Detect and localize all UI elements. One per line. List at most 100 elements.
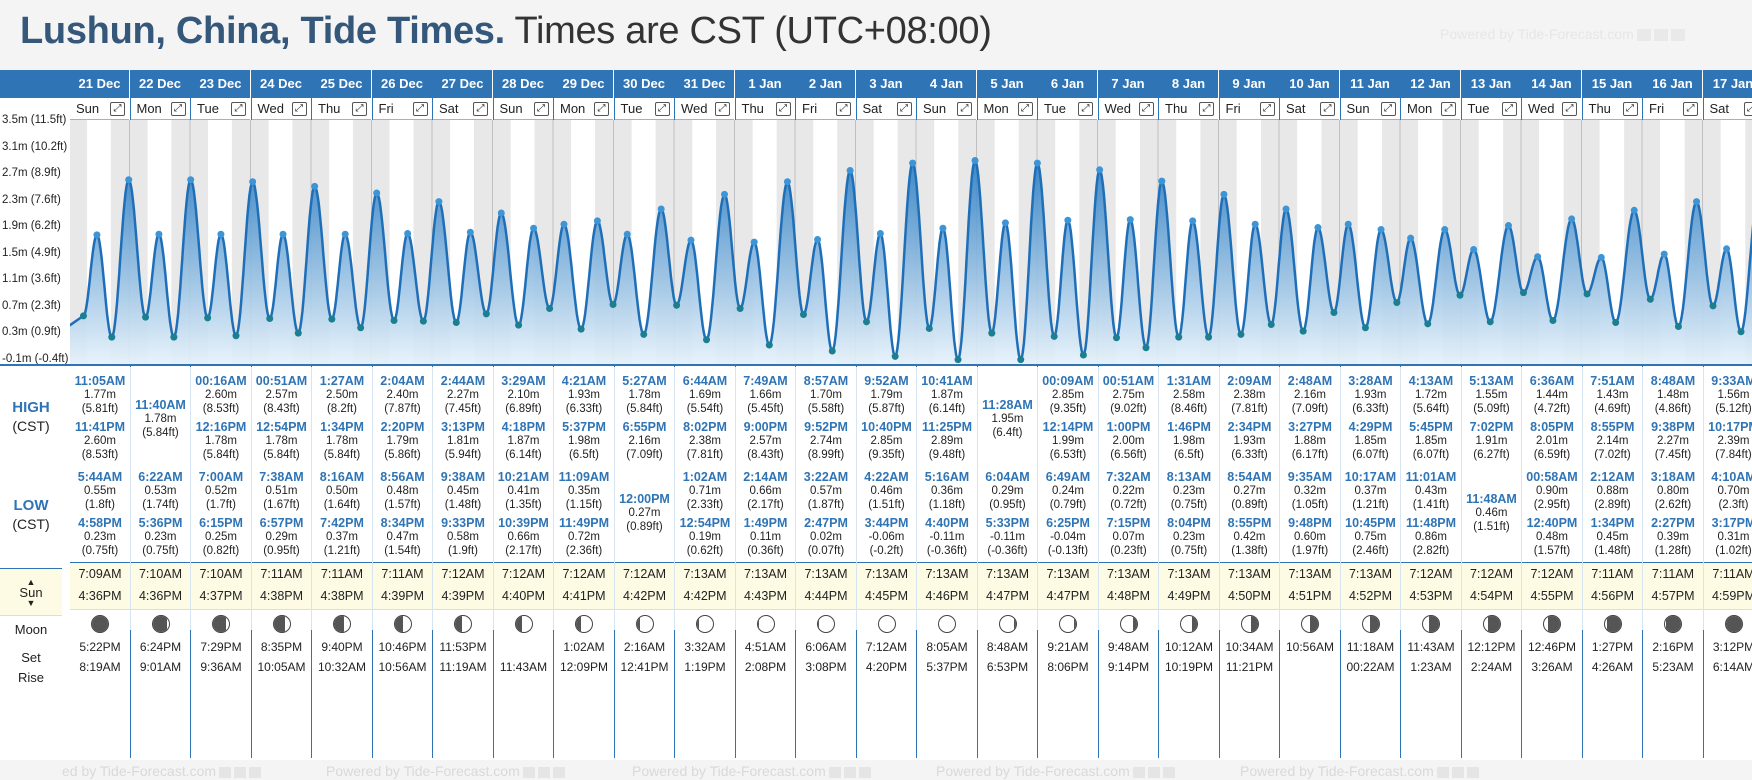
high-tide-point[interactable] — [1441, 226, 1449, 234]
high-tide-point[interactable] — [530, 224, 538, 232]
high-tide-point[interactable] — [1033, 159, 1041, 167]
high-tide-point[interactable] — [466, 228, 474, 236]
high-tide-point[interactable] — [560, 220, 568, 228]
low-tide-point[interactable] — [673, 301, 681, 309]
low-tide-point[interactable] — [1393, 299, 1401, 307]
low-tide-point[interactable] — [546, 305, 554, 313]
expand-icon[interactable]: ⤢ — [1320, 101, 1335, 116]
high-tide-point[interactable] — [1534, 253, 1542, 261]
high-tide-point[interactable] — [404, 230, 412, 238]
expand-icon[interactable]: ⤢ — [1622, 101, 1638, 116]
low-tide-point[interactable] — [1299, 327, 1307, 335]
low-tide-point[interactable] — [577, 325, 585, 333]
high-tide-point[interactable] — [1723, 245, 1731, 253]
high-tide-point[interactable] — [125, 176, 133, 184]
expand-icon[interactable]: ⤢ — [412, 101, 428, 116]
expand-icon[interactable]: ⤢ — [291, 101, 307, 116]
expand-icon[interactable]: ⤢ — [896, 101, 912, 116]
high-tide-point[interactable] — [1407, 234, 1415, 242]
expand-icon[interactable]: ⤢ — [1683, 101, 1698, 116]
low-tide-point[interactable] — [1330, 309, 1338, 317]
high-tide-point[interactable] — [657, 205, 665, 213]
high-tide-point[interactable] — [435, 198, 443, 206]
low-tide-point[interactable] — [736, 305, 744, 313]
high-tide-point[interactable] — [249, 178, 257, 186]
high-tide-point[interactable] — [1568, 215, 1576, 223]
low-tide-point[interactable] — [799, 311, 807, 319]
expand-icon[interactable]: ⤢ — [1017, 101, 1033, 116]
low-tide-point[interactable] — [108, 333, 116, 341]
low-tide-point[interactable] — [1456, 291, 1464, 299]
low-tide-point[interactable] — [515, 321, 523, 329]
low-tide-point[interactable] — [79, 312, 87, 320]
expand-icon[interactable]: ⤢ — [594, 101, 609, 116]
expand-icon[interactable]: ⤢ — [1259, 101, 1275, 116]
low-tide-point[interactable] — [232, 332, 240, 340]
high-tide-point[interactable] — [155, 230, 163, 238]
expand-icon[interactable]: ⤢ — [473, 101, 488, 116]
low-tide-point[interactable] — [357, 324, 365, 332]
high-tide-point[interactable] — [1660, 250, 1668, 258]
low-tide-point[interactable] — [1079, 351, 1087, 359]
low-tide-point[interactable] — [1709, 302, 1717, 310]
high-tide-point[interactable] — [687, 236, 695, 244]
high-tide-point[interactable] — [1064, 216, 1072, 224]
low-tide-point[interactable] — [703, 336, 711, 344]
low-tide-point[interactable] — [640, 330, 648, 338]
high-tide-point[interactable] — [1470, 245, 1478, 253]
high-tide-point[interactable] — [1282, 205, 1290, 213]
high-tide-point[interactable] — [279, 230, 287, 238]
low-tide-point[interactable] — [988, 329, 996, 337]
high-tide-point[interactable] — [1693, 198, 1701, 206]
high-tide-point[interactable] — [783, 178, 791, 186]
high-tide-point[interactable] — [1314, 224, 1322, 232]
expand-icon[interactable]: ⤢ — [1441, 101, 1456, 116]
expand-icon[interactable]: ⤢ — [1138, 101, 1154, 116]
high-tide-point[interactable] — [593, 217, 601, 225]
high-tide-point[interactable] — [1220, 190, 1228, 198]
high-tide-point[interactable] — [1251, 220, 1259, 228]
high-tide-point[interactable] — [217, 230, 225, 238]
high-tide-point[interactable] — [1096, 166, 1104, 174]
low-tide-point[interactable] — [1205, 333, 1213, 341]
high-tide-point[interactable] — [721, 190, 729, 198]
low-tide-point[interactable] — [1237, 330, 1245, 338]
expand-icon[interactable]: ⤢ — [231, 101, 246, 116]
low-tide-point[interactable] — [1646, 295, 1654, 303]
expand-icon[interactable]: ⤢ — [1562, 101, 1577, 116]
low-tide-point[interactable] — [1583, 290, 1591, 298]
expand-icon[interactable]: ⤢ — [957, 101, 972, 116]
low-tide-point[interactable] — [204, 314, 212, 322]
low-tide-point[interactable] — [1737, 328, 1745, 336]
low-tide-point[interactable] — [1142, 344, 1150, 352]
high-tide-point[interactable] — [814, 236, 822, 243]
expand-icon[interactable]: ⤢ — [1743, 101, 1752, 116]
high-tide-point[interactable] — [1597, 253, 1605, 261]
expand-icon[interactable]: ⤢ — [715, 101, 730, 116]
low-tide-point[interactable] — [954, 356, 962, 364]
low-tide-point[interactable] — [1361, 324, 1369, 332]
high-tide-point[interactable] — [1189, 217, 1197, 225]
low-tide-point[interactable] — [863, 318, 871, 326]
expand-icon[interactable]: ⤢ — [1199, 101, 1214, 116]
high-tide-point[interactable] — [341, 230, 349, 238]
expand-icon[interactable]: ⤢ — [836, 101, 851, 116]
low-tide-point[interactable] — [294, 329, 302, 337]
high-tide-point[interactable] — [939, 224, 947, 232]
high-tide-point[interactable] — [750, 238, 758, 246]
high-tide-point[interactable] — [1630, 206, 1638, 214]
low-tide-point[interactable] — [170, 333, 178, 341]
high-tide-point[interactable] — [187, 176, 195, 184]
expand-icon[interactable]: ⤢ — [1380, 101, 1396, 116]
low-tide-point[interactable] — [1486, 318, 1494, 326]
expand-icon[interactable]: ⤢ — [533, 101, 549, 116]
low-tide-point[interactable] — [925, 324, 933, 332]
low-tide-point[interactable] — [828, 347, 836, 355]
high-tide-point[interactable] — [497, 209, 505, 217]
low-tide-point[interactable] — [1549, 316, 1557, 324]
high-tide-point[interactable] — [1504, 222, 1512, 230]
high-tide-point[interactable] — [876, 230, 884, 238]
high-tide-point[interactable] — [373, 189, 381, 197]
high-tide-point[interactable] — [971, 156, 979, 164]
low-tide-point[interactable] — [142, 313, 150, 321]
